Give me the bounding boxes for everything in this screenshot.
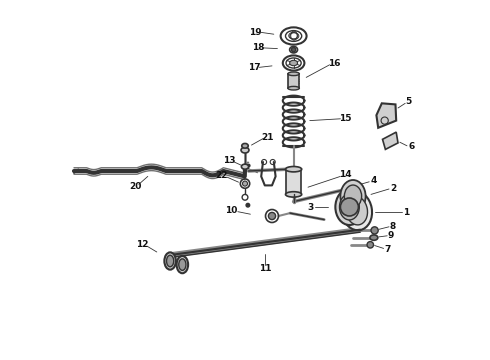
Text: 2: 2 (391, 184, 397, 193)
Ellipse shape (286, 192, 302, 197)
Ellipse shape (341, 191, 372, 230)
Polygon shape (383, 132, 398, 149)
Circle shape (292, 48, 296, 52)
Text: 15: 15 (339, 114, 351, 123)
Ellipse shape (241, 147, 249, 153)
Ellipse shape (286, 166, 302, 172)
Text: 5: 5 (406, 98, 412, 107)
Text: 1: 1 (403, 208, 410, 217)
Text: 4: 4 (371, 176, 377, 185)
Text: 22: 22 (215, 171, 228, 180)
Text: 17: 17 (247, 63, 260, 72)
Ellipse shape (288, 86, 299, 90)
Text: 3: 3 (307, 202, 314, 212)
Ellipse shape (164, 252, 176, 270)
Ellipse shape (290, 60, 297, 66)
Ellipse shape (341, 180, 366, 212)
Polygon shape (376, 103, 396, 128)
Circle shape (367, 242, 373, 248)
Circle shape (371, 227, 378, 234)
Text: 7: 7 (384, 245, 391, 254)
Ellipse shape (288, 72, 299, 76)
Ellipse shape (242, 144, 248, 148)
Circle shape (341, 198, 358, 216)
Circle shape (269, 212, 275, 220)
Ellipse shape (340, 194, 359, 220)
Text: 16: 16 (328, 59, 341, 68)
Ellipse shape (167, 255, 174, 267)
Text: 18: 18 (252, 44, 265, 53)
Text: 11: 11 (259, 264, 271, 274)
Ellipse shape (370, 235, 378, 240)
Text: 9: 9 (388, 231, 394, 240)
Bar (286, 169, 301, 194)
Ellipse shape (345, 196, 368, 225)
Text: 10: 10 (225, 207, 238, 215)
Text: 14: 14 (339, 170, 351, 179)
Ellipse shape (176, 256, 188, 273)
Circle shape (243, 181, 247, 186)
Ellipse shape (242, 164, 248, 169)
Text: 13: 13 (222, 157, 235, 166)
Circle shape (246, 203, 250, 207)
Text: 6: 6 (408, 142, 415, 151)
Ellipse shape (179, 259, 186, 270)
Text: 21: 21 (262, 133, 274, 142)
Text: 8: 8 (390, 222, 396, 231)
Ellipse shape (344, 185, 362, 207)
Ellipse shape (335, 189, 364, 225)
Text: 19: 19 (249, 28, 262, 37)
Bar (288, 74, 299, 88)
Text: 12: 12 (136, 240, 148, 249)
Text: 20: 20 (129, 182, 142, 191)
